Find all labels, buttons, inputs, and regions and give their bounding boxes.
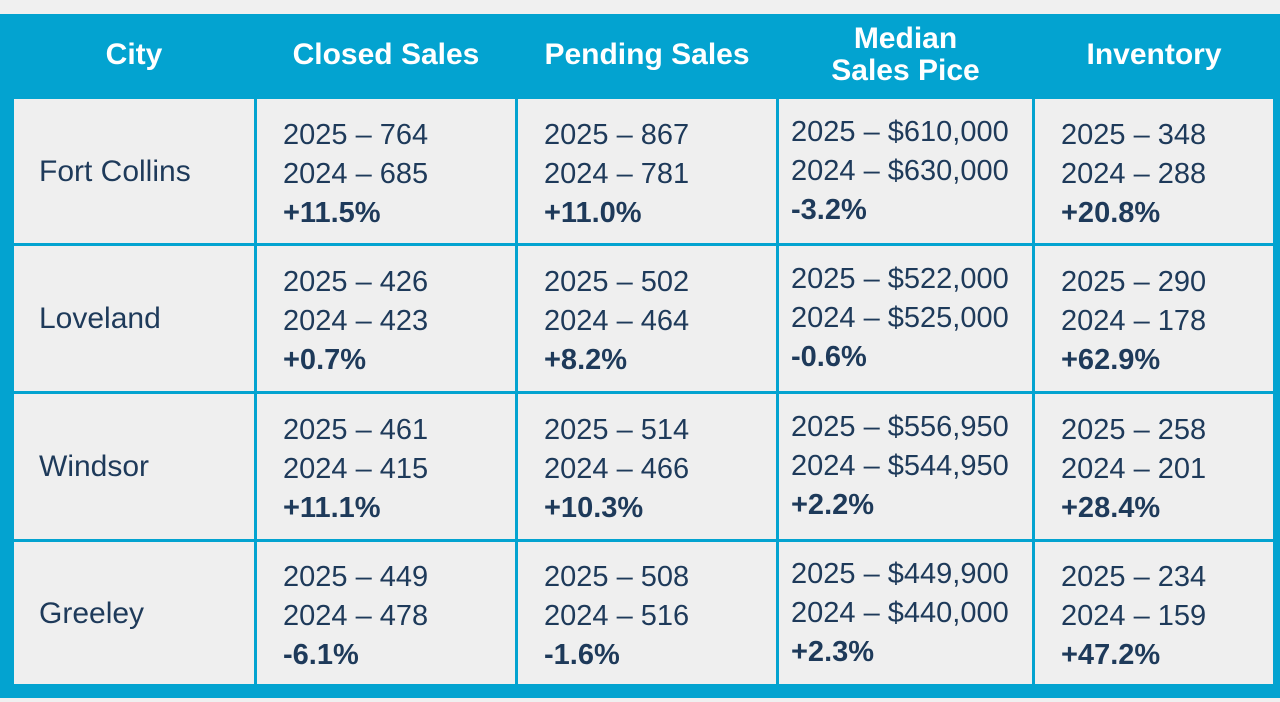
closed-sales-cell: 2025 – 461 2024 – 415 +11.1% bbox=[257, 394, 515, 539]
pending-sales-cell: 2025 – 508 2024 – 516 -1.6% bbox=[518, 542, 776, 684]
change-percent: +20.8% bbox=[1061, 196, 1161, 229]
value-2025: 2025 – 461 bbox=[283, 414, 429, 446]
value-2025: 2025 – 502 bbox=[544, 266, 690, 298]
change-percent: +62.9% bbox=[1061, 344, 1161, 376]
change-percent: +11.0% bbox=[544, 196, 642, 229]
value-2025: 2025 – 764 bbox=[283, 118, 429, 151]
value-2024: 2024 – 466 bbox=[544, 453, 690, 485]
closed-sales-cell: 2025 – 449 2024 – 478 -6.1% bbox=[257, 542, 515, 684]
median-price-cell: 2025 – $556,950 2024 – $544,950 +2.2% bbox=[779, 394, 1032, 539]
value-2025: 2025 – $556,950 bbox=[791, 411, 1009, 443]
value-2025: 2025 – 867 bbox=[544, 118, 690, 151]
change-percent: +47.2% bbox=[1061, 638, 1161, 671]
value-2025: 2025 – 258 bbox=[1061, 414, 1207, 446]
value-2024: 2024 – 464 bbox=[544, 305, 690, 337]
header-median-line1: Median bbox=[853, 22, 958, 55]
value-2024: 2024 – $630,000 bbox=[791, 154, 1009, 187]
value-2024: 2024 – $440,000 bbox=[791, 596, 1009, 629]
header-city: City bbox=[14, 14, 254, 96]
row-city-cell: Windsor bbox=[14, 394, 254, 539]
table-frame: City Closed Sales Pending Sales Median S… bbox=[0, 14, 1280, 698]
value-2025: 2025 – 449 bbox=[283, 560, 429, 593]
inventory-cell: 2025 – 258 2024 – 201 +28.4% bbox=[1035, 394, 1273, 539]
change-percent: +11.5% bbox=[283, 196, 381, 229]
change-percent: +8.2% bbox=[544, 344, 628, 376]
pending-sales-cell: 2025 – 867 2024 – 781 +11.0% bbox=[518, 99, 776, 243]
change-percent: +2.3% bbox=[791, 635, 875, 668]
value-2025: 2025 – 234 bbox=[1061, 560, 1207, 593]
city-name: Greeley bbox=[39, 596, 145, 630]
value-2025: 2025 – $522,000 bbox=[791, 263, 1009, 295]
value-2024: 2024 – 159 bbox=[1061, 599, 1207, 632]
value-2024: 2024 – 415 bbox=[283, 453, 429, 485]
header-median-line2: Sales Pice bbox=[831, 54, 980, 87]
header-closed-sales-label: Closed Sales bbox=[292, 38, 480, 71]
value-2025: 2025 – 508 bbox=[544, 560, 690, 593]
value-2024: 2024 – 201 bbox=[1061, 453, 1207, 485]
header-inventory: Inventory bbox=[1035, 14, 1273, 96]
change-percent: +28.4% bbox=[1061, 492, 1161, 524]
header-median-sales-price: Median Sales Pice bbox=[779, 14, 1032, 96]
closed-sales-cell: 2025 – 764 2024 – 685 +11.5% bbox=[257, 99, 515, 243]
value-2024: 2024 – 516 bbox=[544, 599, 690, 632]
median-price-cell: 2025 – $610,000 2024 – $630,000 -3.2% bbox=[779, 99, 1032, 243]
row-city-cell: Greeley bbox=[14, 542, 254, 684]
inventory-cell: 2025 – 348 2024 – 288 +20.8% bbox=[1035, 99, 1273, 243]
change-percent: -6.1% bbox=[283, 638, 359, 671]
value-2024: 2024 – 781 bbox=[544, 157, 690, 190]
value-2025: 2025 – $610,000 bbox=[791, 115, 1009, 148]
value-2024: 2024 – 423 bbox=[283, 305, 429, 337]
value-2024: 2024 – $544,950 bbox=[791, 450, 1009, 482]
row-city-cell: Fort Collins bbox=[14, 99, 254, 243]
change-percent: +2.2% bbox=[791, 489, 875, 521]
value-2025: 2025 – 514 bbox=[544, 414, 690, 446]
change-percent: -3.2% bbox=[791, 193, 867, 226]
value-2025: 2025 – $449,900 bbox=[791, 557, 1009, 590]
change-percent: +11.1% bbox=[283, 492, 381, 524]
inventory-cell: 2025 – 290 2024 – 178 +62.9% bbox=[1035, 246, 1273, 391]
header-city-label: City bbox=[105, 38, 163, 71]
pending-sales-cell: 2025 – 502 2024 – 464 +8.2% bbox=[518, 246, 776, 391]
median-price-cell: 2025 – $522,000 2024 – $525,000 -0.6% bbox=[779, 246, 1032, 391]
value-2024: 2024 – 178 bbox=[1061, 305, 1207, 337]
pending-sales-cell: 2025 – 514 2024 – 466 +10.3% bbox=[518, 394, 776, 539]
header-pending-sales: Pending Sales bbox=[518, 14, 776, 96]
change-percent: -1.6% bbox=[544, 638, 620, 671]
change-percent: -0.6% bbox=[791, 341, 867, 373]
header-pending-sales-label: Pending Sales bbox=[544, 38, 750, 71]
change-percent: +10.3% bbox=[544, 492, 644, 524]
value-2024: 2024 – 288 bbox=[1061, 157, 1207, 190]
inventory-cell: 2025 – 234 2024 – 159 +47.2% bbox=[1035, 542, 1273, 684]
value-2025: 2025 – 426 bbox=[283, 266, 429, 298]
change-percent: +0.7% bbox=[283, 344, 367, 376]
closed-sales-cell: 2025 – 426 2024 – 423 +0.7% bbox=[257, 246, 515, 391]
value-2024: 2024 – 478 bbox=[283, 599, 429, 632]
median-price-cell: 2025 – $449,900 2024 – $440,000 +2.3% bbox=[779, 542, 1032, 684]
city-name: Windsor bbox=[39, 450, 150, 483]
row-city-cell: Loveland bbox=[14, 246, 254, 391]
market-table: City Closed Sales Pending Sales Median S… bbox=[14, 14, 1273, 684]
city-name: Fort Collins bbox=[39, 154, 191, 188]
value-2025: 2025 – 348 bbox=[1061, 118, 1207, 151]
value-2024: 2024 – $525,000 bbox=[791, 302, 1009, 334]
city-name: Loveland bbox=[39, 302, 161, 335]
header-closed-sales: Closed Sales bbox=[257, 14, 515, 96]
value-2025: 2025 – 290 bbox=[1061, 266, 1207, 298]
value-2024: 2024 – 685 bbox=[283, 157, 429, 190]
header-inventory-label: Inventory bbox=[1086, 38, 1222, 71]
